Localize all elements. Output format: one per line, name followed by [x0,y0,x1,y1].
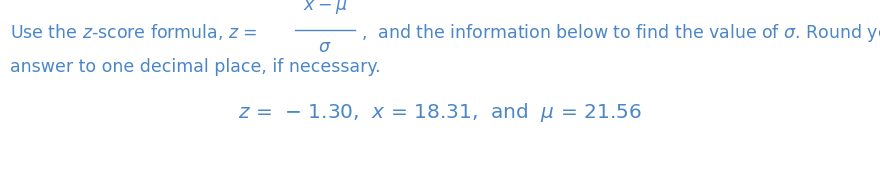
Text: Use the $z$-score formula, $z$ =: Use the $z$-score formula, $z$ = [10,22,260,42]
Text: $\sigma$: $\sigma$ [319,38,332,56]
Text: answer to one decimal place, if necessary.: answer to one decimal place, if necessar… [10,58,381,76]
Text: ,  and the information below to find the value of $\sigma$. Round your: , and the information below to find the … [361,22,880,44]
Text: $z$ =  − 1.30,  $x$ = 18.31,  and  $\mu$ = 21.56: $z$ = − 1.30, $x$ = 18.31, and $\mu$ = 2… [238,101,642,124]
Text: $x - \mu$: $x - \mu$ [303,0,348,16]
